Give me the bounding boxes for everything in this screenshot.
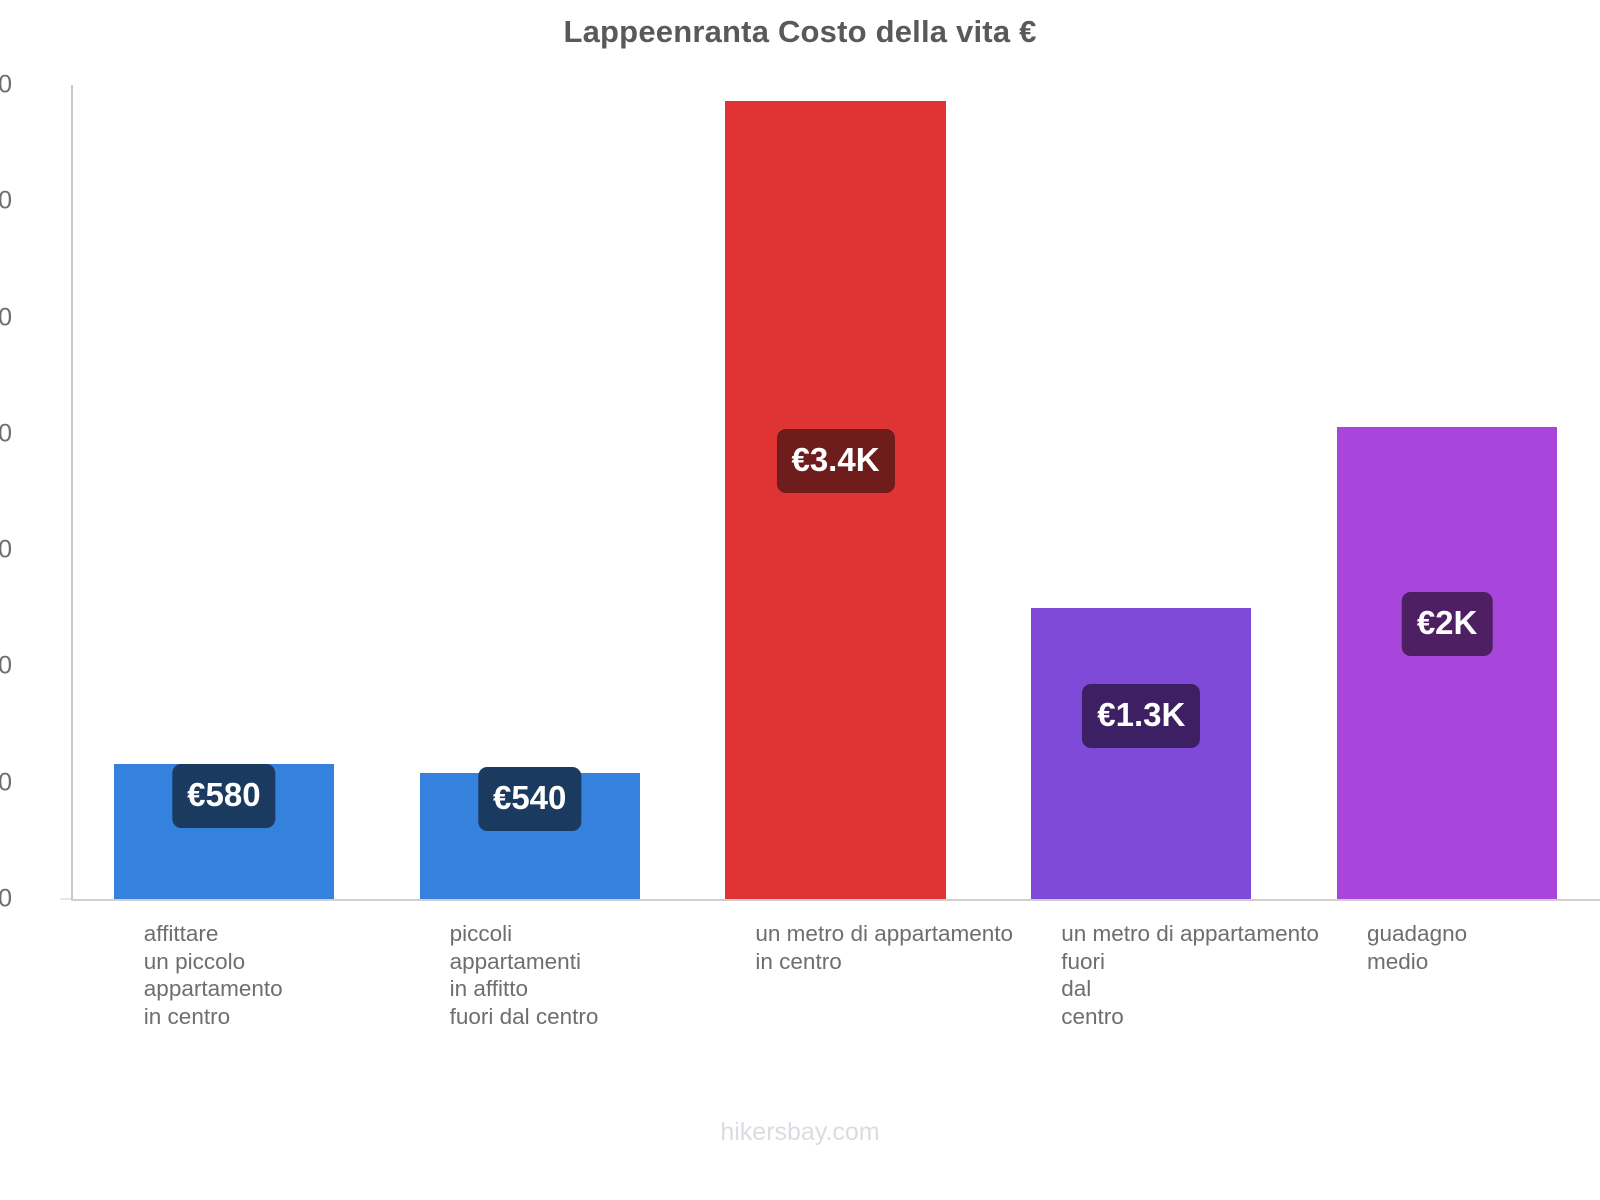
- y-axis-tick-mark: [60, 898, 71, 900]
- x-axis-category-label: affittare un piccolo appartamento in cen…: [143, 921, 283, 1029]
- x-axis-category-label: guadagno medio: [1367, 921, 1468, 974]
- y-axis-tick-label: 0: [0, 884, 12, 913]
- bar[interactable]: [1337, 426, 1558, 899]
- x-axis-line: [71, 899, 1600, 901]
- bar-value-badge: €2K: [1401, 592, 1493, 656]
- x-axis-category-label: un metro di appartamento in centro: [755, 921, 1014, 974]
- bar-value-badge: €540: [477, 767, 582, 831]
- y-axis-tick-label: 500: [0, 768, 12, 797]
- y-axis-tick-label: 3500: [0, 70, 12, 99]
- y-axis-tick-label: 1000: [0, 651, 12, 680]
- y-axis-tick-label: 1500: [0, 535, 12, 564]
- y-axis-tick-label: 2500: [0, 303, 12, 332]
- y-axis-line: [71, 85, 73, 901]
- x-axis-category-label: un metro di appartamento fuori dal centr…: [1061, 921, 1319, 1029]
- chart-title: Lappeenranta Costo della vita €: [563, 14, 1037, 49]
- y-axis-tick-label: 3000: [0, 186, 12, 215]
- x-axis-category-label: piccoli appartamenti in affitto fuori da…: [449, 921, 599, 1029]
- bar[interactable]: [725, 101, 946, 899]
- bar[interactable]: [1031, 608, 1252, 899]
- footer-watermark: hikersbay.com: [720, 1118, 880, 1146]
- y-axis-tick-label: 2000: [0, 419, 12, 448]
- bar-value-badge: €580: [172, 764, 276, 828]
- bar-value-badge: €1.3K: [1082, 684, 1201, 748]
- bar-value-badge: €3.4K: [776, 429, 895, 493]
